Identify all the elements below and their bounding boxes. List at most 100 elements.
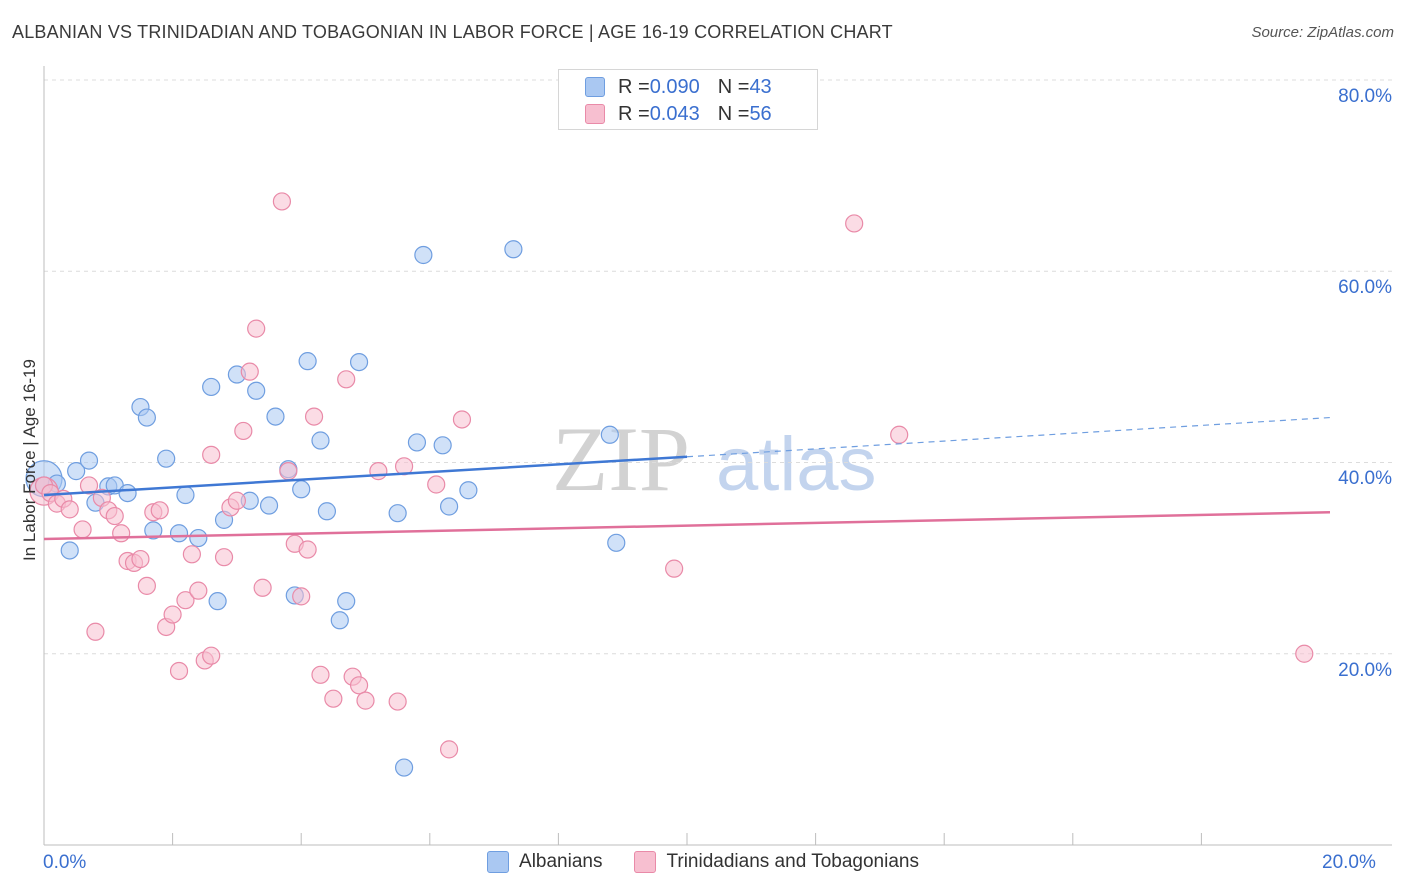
watermark-atlas: atlas (716, 422, 877, 507)
albanians-point (433, 436, 452, 455)
albanians-point (266, 407, 285, 426)
x-tick-label: 0.0% (43, 852, 87, 873)
albanians-swatch (487, 851, 510, 873)
trinidadians-point (439, 740, 459, 759)
trinidadians-point (189, 581, 208, 600)
albanians-point (459, 481, 478, 500)
trinidadians-point (388, 692, 407, 711)
trinidadians-point (247, 319, 266, 338)
chart-title: ALBANIAN VS TRINIDADIAN AND TOBAGONIAN I… (12, 22, 893, 42)
trinidadians-point (202, 445, 221, 464)
trinidadians-point (202, 646, 221, 665)
trinidadians-point (112, 524, 131, 543)
trinidadians-point (105, 506, 124, 526)
trinidadians-point (131, 549, 150, 569)
albanians-point (407, 433, 427, 452)
albanians-point (259, 496, 279, 515)
series-legend: Albanians Trinidadians and Tobagonians (0, 851, 1406, 873)
trinidadians-point (452, 410, 472, 429)
trinidadians-point (182, 545, 201, 564)
albanians-point (330, 611, 349, 630)
legend-item-albanians[interactable]: Albanians (487, 851, 602, 873)
legend-label: Albanians (519, 851, 603, 872)
trinidadians-point (176, 591, 195, 610)
legend-row-albanians: R = 0.090 N = 43 (585, 74, 772, 100)
albanians-point (298, 352, 317, 371)
albanians-point (247, 381, 266, 400)
trinidadians-point (337, 370, 356, 389)
albanians-point (208, 592, 227, 611)
n-label: N = (717, 102, 750, 125)
trinidadians-point (253, 578, 272, 597)
albanians-point (176, 485, 195, 505)
trinidadians-point (890, 425, 909, 444)
trinidadians-point (665, 559, 684, 578)
r-value: 0.043 (649, 102, 700, 125)
n-label: N = (717, 75, 750, 98)
trinidadians-point (234, 421, 253, 441)
n-value: 43 (749, 75, 772, 98)
trinidadians-point (369, 462, 388, 481)
trinidadians-point (79, 476, 99, 495)
albanians-point (607, 533, 626, 552)
trinidadians-point (349, 676, 369, 695)
trinidadians-point (137, 576, 156, 595)
source-credit: Source: ZipAtlas.com (1251, 24, 1394, 41)
albanians-point (600, 425, 619, 444)
trinidadians-point (427, 475, 446, 494)
albanians-point (79, 451, 99, 470)
trinidadians-point (169, 661, 189, 681)
albanians-point (144, 521, 163, 540)
trinidadians-point (214, 548, 234, 567)
albanians-trend-extension (686, 416, 1331, 458)
trinidadians-point (292, 587, 311, 606)
trinidadians-point (1295, 644, 1314, 663)
legend-label: Trinidadians and Tobagonians (666, 851, 919, 872)
trinidadians-point (298, 540, 317, 559)
trinidadians-swatch (634, 851, 657, 873)
trinidadians-point (311, 665, 330, 684)
y-axis-label: In Labor Force | Age 16-19 (20, 359, 39, 561)
albanians-swatch (585, 77, 605, 97)
albanians-point (394, 758, 414, 777)
albanians-point (504, 240, 523, 259)
trinidadians-point (163, 605, 182, 624)
albanians-point (388, 504, 407, 523)
y-tick-label: 40.0% (1338, 468, 1392, 489)
r-label: R = (618, 75, 650, 98)
albanians-point (202, 377, 221, 397)
albanians-trend-line (43, 455, 688, 497)
trinidadians-trend-line (43, 510, 1331, 541)
trinidadians-point (324, 689, 343, 708)
trinidadians-swatch (585, 104, 605, 124)
albanians-point (118, 484, 137, 503)
albanians-point (157, 449, 176, 468)
zipatlas-watermark: ZIP atlas (552, 408, 877, 510)
trinidadians-point (86, 622, 105, 641)
albanians-point (317, 502, 337, 521)
trinidadians-point (304, 407, 324, 426)
axes (43, 66, 1392, 846)
trinidadians-point (227, 491, 246, 510)
y-tick-label: 20.0% (1338, 660, 1392, 681)
trinidadians-point (272, 192, 292, 211)
correlation-legend: R = 0.090 N = 43 R = 0.043 N = 56 (558, 69, 818, 130)
trend-lines (43, 416, 1331, 541)
albanians-point (414, 245, 433, 265)
y-tick-label: 80.0% (1338, 86, 1392, 107)
albanians-point (439, 497, 459, 516)
albanians-point (292, 480, 311, 499)
n-value: 56 (749, 102, 772, 125)
albanians-point (311, 431, 330, 450)
albanians-point (189, 528, 208, 548)
trinidadians-point (60, 500, 79, 519)
trinidadians-point (73, 520, 92, 539)
trinidadians-point (240, 362, 259, 381)
legend-item-trinidadians[interactable]: Trinidadians and Tobagonians (634, 851, 919, 873)
trinidadians-point (845, 214, 864, 233)
albanians-point (137, 408, 156, 427)
y-tick-label: 60.0% (1338, 277, 1392, 298)
albanians-point (169, 524, 189, 543)
scatter-points (25, 192, 1314, 777)
